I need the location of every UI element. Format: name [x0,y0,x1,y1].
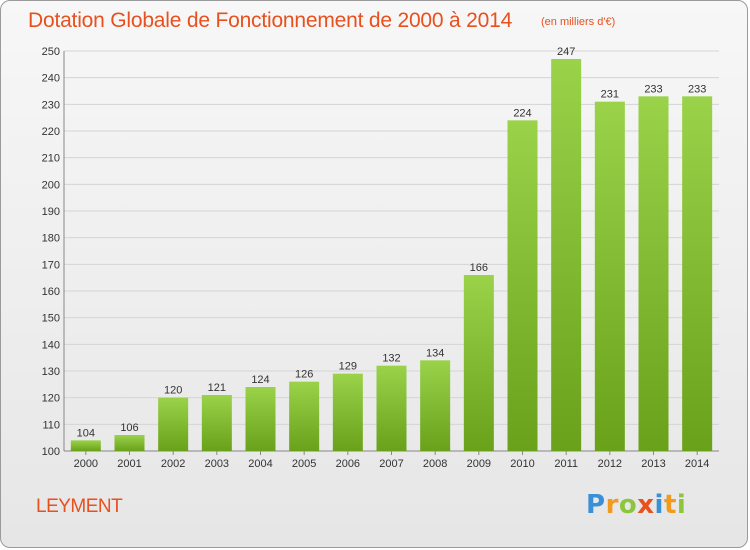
x-tick-label: 2002 [161,458,185,470]
bar [463,275,494,451]
x-tick-label: 2007 [379,458,403,470]
x-tick-label: 2000 [74,458,98,470]
y-tick-label: 130 [42,366,60,378]
unit-note: (en milliers d'€) [541,16,616,28]
y-tick-label: 190 [42,206,60,218]
bar [638,96,669,451]
y-tick-label: 170 [42,259,60,271]
bar-value-label: 129 [339,361,357,373]
bar [245,387,276,451]
bar-value-label: 121 [208,382,226,394]
bar-value-label: 134 [426,347,444,359]
y-tick-label: 180 [42,233,60,245]
x-tick-label: 2014 [685,458,709,470]
bar-value-label: 233 [688,83,706,95]
bar [507,120,538,451]
commune-name: LEYMENT [36,496,123,517]
logo-letter: r [605,490,619,520]
x-tick-label: 2008 [423,458,447,470]
bar-value-label: 233 [644,83,662,95]
y-tick-label: 250 [42,46,60,58]
y-tick-label: 150 [42,313,60,325]
bar-value-label: 224 [513,107,531,119]
y-tick-label: 240 [42,73,60,85]
x-tick-label: 2010 [510,458,534,470]
bar-value-label: 231 [601,89,619,101]
bar [682,96,713,451]
bar-value-label: 247 [557,46,575,58]
logo-letter: o [618,490,638,520]
bar [376,365,407,451]
logo-letter: t [663,490,677,520]
bar-value-label: 126 [295,369,313,381]
y-tick-label: 210 [42,153,60,165]
x-tick-label: 2001 [117,458,141,470]
bar-value-label: 124 [251,374,269,386]
logo-letter: x [637,490,655,520]
chart-title: Dotation Globale de Fonctionnement de 20… [28,9,513,32]
y-tick-label: 120 [42,393,60,405]
x-tick-label: 2009 [467,458,491,470]
x-tick-label: 2006 [336,458,360,470]
x-tick-label: 2012 [598,458,622,470]
y-tick-label: 110 [42,419,60,431]
y-tick-label: 160 [42,286,60,298]
bar-value-label: 120 [164,385,182,397]
bar [551,59,582,451]
bar-value-label: 166 [470,262,488,274]
y-tick-label: 230 [42,99,60,111]
x-tick-label: 2005 [292,458,316,470]
y-tick-label: 220 [42,126,60,138]
bar [420,360,451,451]
y-tick-label: 140 [42,339,60,351]
y-tick-label: 100 [42,446,60,458]
bar [332,373,363,451]
y-tick-label: 200 [42,179,60,191]
bar [70,440,101,451]
bar [158,397,189,451]
proxiti-logo: Proxiti [586,490,686,520]
x-tick-label: 2003 [205,458,229,470]
bar-value-label: 106 [120,422,138,434]
logo-letter: i [676,490,687,520]
bar [114,435,145,451]
logo-letter: i [654,490,664,520]
bar [201,395,232,451]
bar-value-label: 104 [77,427,95,439]
bar [594,101,625,452]
x-tick-label: 2011 [554,458,578,470]
bar-value-label: 132 [382,353,400,365]
x-tick-label: 2004 [248,458,272,470]
logo-letter: P [586,490,606,520]
x-tick-label: 2013 [641,458,665,470]
bar [289,381,320,451]
